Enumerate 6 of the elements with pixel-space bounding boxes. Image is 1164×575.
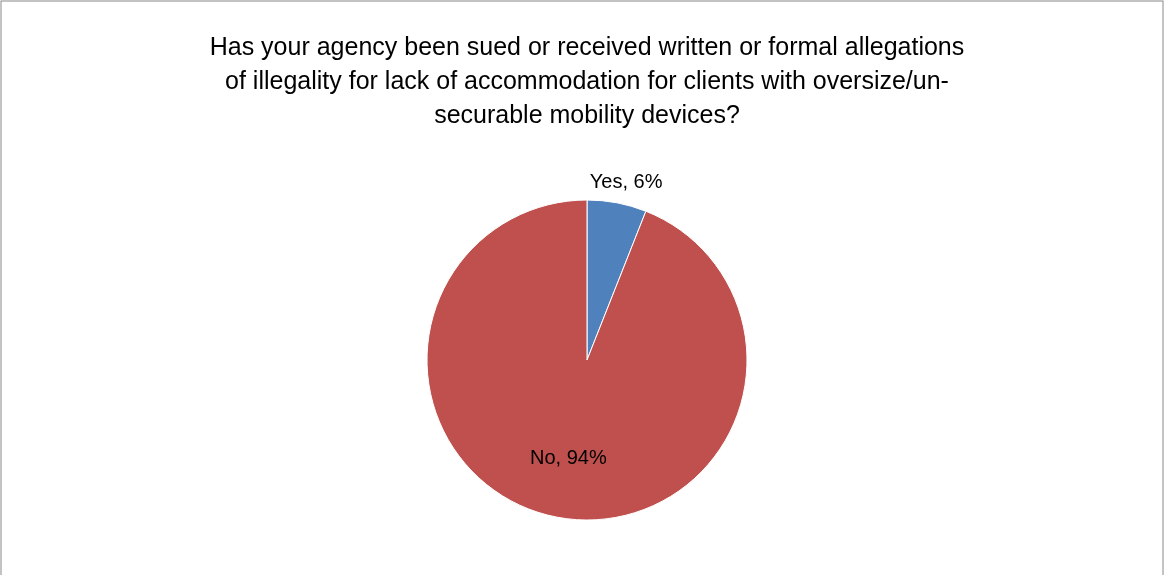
data-label: , 6% — [622, 170, 663, 193]
data-label: , 94% — [555, 446, 607, 469]
pie-slice — [426, 199, 748, 521]
chart-title: Has your agency been sued or received written or formal allegations of illegality for lack of accommodation for clients with oversize/un- securable mobility devices? — [209, 32, 965, 128]
slice-label: No — [530, 446, 556, 469]
slice-label: Yes — [589, 170, 623, 193]
